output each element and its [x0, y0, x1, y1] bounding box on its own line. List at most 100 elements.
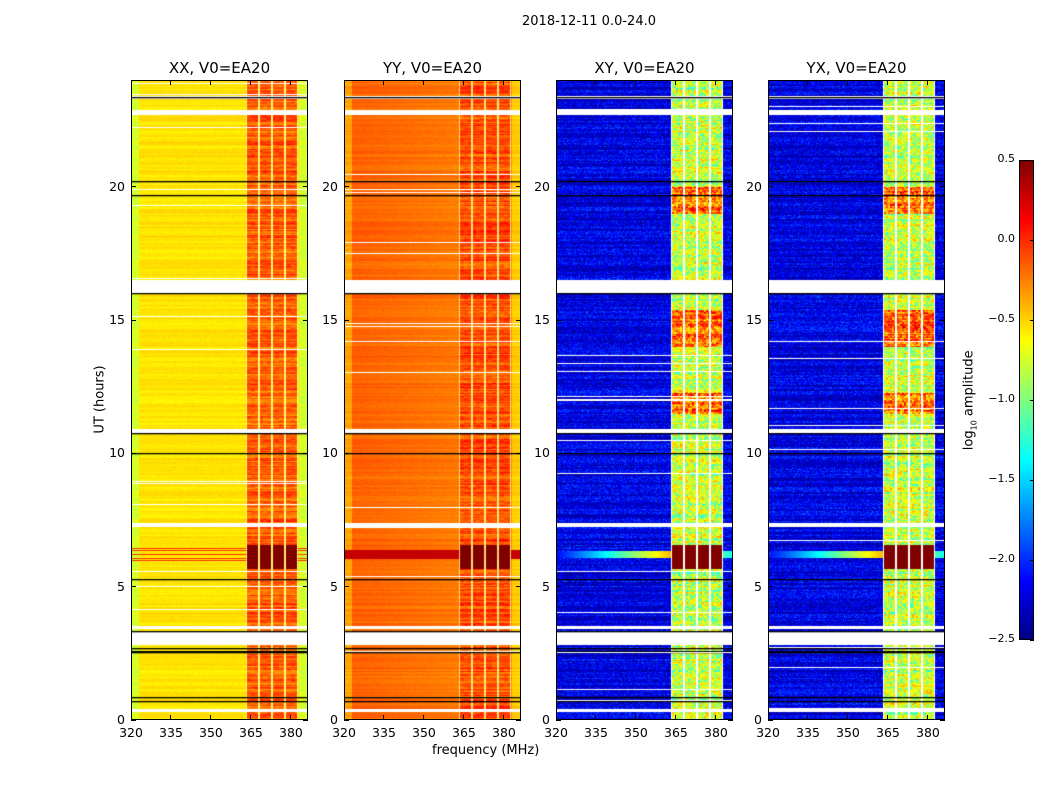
x-tick	[887, 80, 889, 85]
y-tick-label: 15	[109, 312, 125, 327]
x-tick	[210, 80, 212, 85]
y-tick-label: 20	[322, 178, 338, 194]
y-tick	[556, 452, 561, 454]
x-tick	[383, 715, 385, 720]
colorbar-tick-label: −2.0	[988, 552, 1015, 565]
x-tick	[675, 715, 677, 720]
x-tick-label: 335	[159, 725, 183, 740]
y-tick	[940, 452, 945, 454]
colorbar-tick	[1030, 479, 1034, 481]
y-tick	[303, 452, 308, 454]
y-tick	[344, 586, 349, 588]
colorbar-tick	[1030, 639, 1034, 641]
y-tick	[940, 719, 945, 721]
y-tick-label: 15	[746, 312, 762, 327]
x-tick-label: 320	[332, 725, 356, 740]
y-tick	[303, 719, 308, 721]
colorbar-tick-label: −1.0	[988, 392, 1015, 405]
x-tick	[767, 715, 769, 720]
x-tick	[290, 715, 292, 720]
colorbar-tick	[1030, 559, 1034, 561]
y-tick	[768, 319, 773, 321]
panel-title: YX, V0=EA20	[806, 59, 907, 77]
figure-title: 2018-12-11 0.0-24.0	[522, 14, 656, 29]
y-tick	[728, 186, 733, 188]
panel-title: XX, V0=EA20	[168, 59, 271, 77]
x-tick	[343, 80, 345, 85]
y-tick	[303, 319, 308, 321]
y-tick	[556, 719, 561, 721]
x-tick	[635, 715, 637, 720]
x-tick-label: 320	[756, 725, 780, 740]
x-tick	[847, 80, 849, 85]
colorbar-label-sub: 10	[969, 420, 979, 431]
y-tick	[768, 186, 773, 188]
y-tick-label: 5	[754, 578, 762, 594]
x-tick	[635, 80, 637, 85]
colorbar-tick-label: 0.5	[997, 152, 1016, 165]
y-tick-label: 0	[754, 712, 762, 727]
y-tick-label: 10	[746, 445, 762, 461]
y-tick	[728, 452, 733, 454]
y-tick-label: 5	[330, 578, 338, 594]
y-tick-label: 20	[746, 178, 762, 194]
x-tick	[130, 715, 132, 720]
x-tick	[423, 715, 425, 720]
x-tick	[250, 80, 252, 85]
y-tick	[344, 452, 349, 454]
x-tick-label: 380	[492, 725, 516, 740]
heatmap-panel-2	[556, 80, 733, 720]
colorbar-tick	[1030, 159, 1034, 161]
colorbar-tick-label: −2.5	[988, 632, 1015, 645]
x-tick-label: 365	[664, 725, 688, 740]
x-tick	[343, 715, 345, 720]
colorbar-tick-label: 0.0	[997, 232, 1016, 245]
x-tick	[847, 715, 849, 720]
x-tick	[715, 715, 717, 720]
x-tick	[210, 715, 212, 720]
x-tick-label: 335	[372, 725, 396, 740]
y-tick	[768, 586, 773, 588]
y-tick	[516, 452, 521, 454]
y-tick	[344, 319, 349, 321]
heatmap-panel-0	[131, 80, 308, 720]
x-tick-label: 380	[916, 725, 940, 740]
y-tick	[131, 452, 136, 454]
colorbar-label: log10 amplitude	[962, 335, 979, 465]
x-tick	[595, 715, 597, 720]
x-tick-label: 380	[279, 725, 303, 740]
y-tick	[516, 586, 521, 588]
y-tick	[556, 186, 561, 188]
y-tick	[516, 719, 521, 721]
x-tick	[927, 715, 929, 720]
x-tick-label: 350	[199, 725, 223, 740]
y-axis-label: UT (hours)	[92, 365, 108, 434]
x-tick	[715, 80, 717, 85]
y-tick-label: 20	[109, 178, 125, 194]
colorbar-tick	[1030, 399, 1034, 401]
x-tick-label: 350	[836, 725, 860, 740]
y-tick	[303, 186, 308, 188]
x-tick	[130, 80, 132, 85]
heatmap-panel-3	[768, 80, 945, 720]
y-tick-label: 10	[322, 445, 338, 461]
y-tick	[728, 319, 733, 321]
y-tick	[344, 186, 349, 188]
x-tick-label: 350	[624, 725, 648, 740]
y-tick	[131, 719, 136, 721]
x-tick	[555, 715, 557, 720]
y-tick	[556, 319, 561, 321]
x-tick	[250, 715, 252, 720]
x-tick-label: 335	[796, 725, 820, 740]
y-tick	[728, 719, 733, 721]
colorbar-gradient	[1019, 160, 1034, 640]
x-tick	[503, 80, 505, 85]
panel-title: YY, V0=EA20	[382, 59, 483, 77]
x-tick-label: 350	[412, 725, 436, 740]
x-tick	[463, 80, 465, 85]
x-tick	[170, 715, 172, 720]
colorbar-tick-label: −1.5	[988, 472, 1015, 485]
x-tick	[595, 80, 597, 85]
y-tick	[768, 719, 773, 721]
x-tick-label: 320	[119, 725, 143, 740]
